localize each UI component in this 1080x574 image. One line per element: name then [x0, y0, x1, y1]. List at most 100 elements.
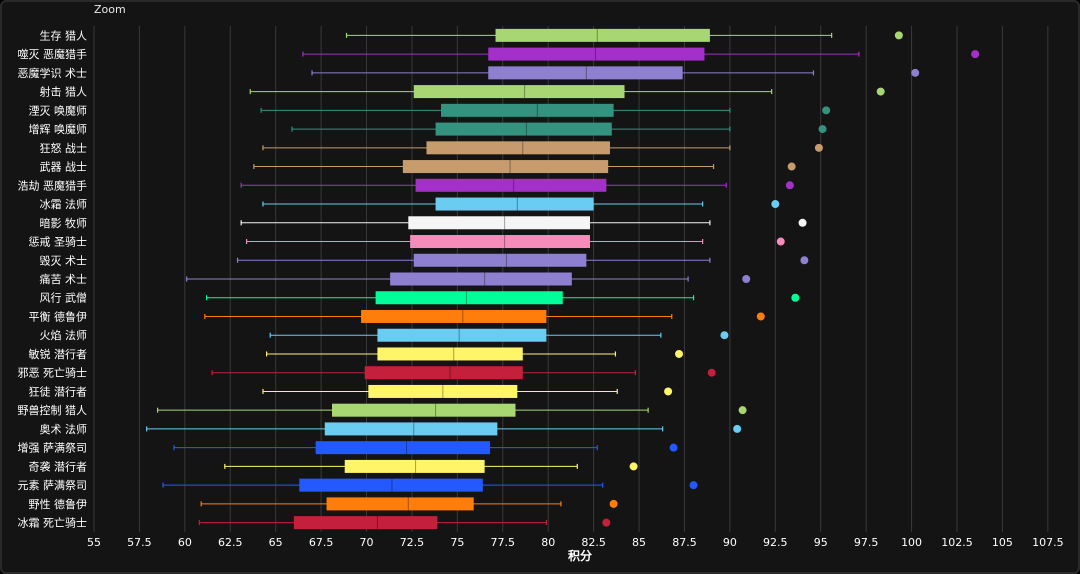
outlier-point — [822, 106, 831, 115]
y-tick-label: 奥术 法师 — [40, 422, 88, 436]
x-tick-label: 70 — [360, 536, 374, 549]
iqr-box — [426, 141, 610, 155]
x-tick-label: 67.5 — [309, 536, 334, 549]
y-tick-label: 风行 武僧 — [40, 292, 88, 305]
x-tick-label: 60 — [178, 536, 192, 549]
outlier-point — [664, 387, 673, 396]
y-tick-label: 暗影 牧师 — [40, 216, 88, 230]
y-tick-label: 增辉 唤魔师 — [29, 122, 88, 136]
outlier-point — [814, 143, 823, 152]
outlier-point — [798, 218, 807, 227]
iqr-box — [435, 122, 612, 136]
outlier-point — [669, 443, 678, 452]
iqr-box — [375, 291, 563, 305]
iqr-box — [435, 197, 594, 211]
x-tick-label: 55 — [87, 536, 101, 549]
outlier-point — [818, 125, 827, 134]
x-tick-label: 82.5 — [581, 536, 606, 549]
outlier-point — [785, 181, 794, 190]
iqr-box — [488, 47, 705, 61]
outlier-point — [689, 481, 698, 490]
iqr-box — [377, 328, 547, 342]
iqr-box — [408, 216, 590, 230]
iqr-box — [364, 366, 523, 380]
y-tick-label: 噬灭 恶魔猎手 — [18, 47, 88, 61]
outlier-point — [771, 200, 780, 209]
y-tick-label: 平衡 德鲁伊 — [29, 309, 88, 323]
iqr-box — [413, 85, 625, 99]
y-tick-label: 狂怒 战士 — [40, 141, 88, 155]
x-tick-label: 72.5 — [400, 536, 425, 549]
iqr-box — [299, 478, 483, 492]
iqr-box — [495, 28, 710, 42]
box-row: 冰霜 死亡骑士 — [18, 516, 611, 530]
outlier-point — [894, 31, 903, 40]
y-tick-label: 毁灭 术士 — [40, 253, 88, 267]
box-row: 射击 猎人 — [40, 85, 885, 99]
x-tick-label: 75 — [450, 536, 464, 549]
x-tick-label: 92.5 — [763, 536, 788, 549]
box-row: 野性 德鲁伊 — [29, 497, 618, 511]
iqr-box — [332, 403, 516, 417]
iqr-box — [415, 178, 607, 192]
x-tick-label: 105 — [992, 536, 1013, 549]
x-tick-label: 102.5 — [941, 536, 973, 549]
box-row: 火焰 法师 — [40, 328, 729, 342]
y-tick-label: 火焰 法师 — [40, 328, 88, 342]
y-tick-label: 生存 猎人 — [40, 28, 88, 42]
x-tick-label: 65 — [269, 536, 283, 549]
box-row: 狂怒 战士 — [40, 141, 823, 155]
y-tick-label: 恶魔学识 术士 — [18, 66, 88, 80]
box-row: 生存 猎人 — [40, 28, 903, 42]
iqr-box — [324, 422, 498, 436]
outlier-point — [629, 462, 638, 471]
outlier-point — [733, 424, 742, 433]
outlier-point — [707, 368, 716, 377]
box-row: 奥术 法师 — [40, 422, 742, 436]
box-row: 敏锐 潜行者 — [29, 347, 684, 361]
box-row: 惩戒 圣骑士 — [29, 235, 785, 249]
y-tick-label: 浩劫 恶魔猎手 — [18, 178, 88, 192]
box-row: 痛苦 术士 — [40, 272, 751, 286]
iqr-box — [368, 384, 518, 398]
x-axis-title: 积分 — [568, 548, 592, 563]
outlier-point — [675, 349, 684, 358]
iqr-box — [315, 441, 491, 455]
y-tick-label: 野兽控制 猎人 — [18, 403, 88, 417]
outlier-point — [602, 518, 611, 527]
outlier-point — [876, 87, 885, 96]
box-row: 恶魔学识 术士 — [18, 66, 920, 80]
box-row: 武器 战士 — [40, 160, 796, 174]
box-row: 湮灭 唤魔师 — [29, 103, 831, 117]
outlier-point — [791, 293, 800, 302]
iqr-box — [344, 459, 485, 473]
iqr-box — [488, 66, 683, 80]
box-row: 增辉 唤魔师 — [29, 122, 827, 136]
x-tick-label: 80 — [541, 536, 555, 549]
outlier-point — [800, 256, 809, 265]
iqr-box — [293, 516, 438, 530]
box-row: 邪恶 死亡骑士 — [18, 366, 716, 380]
outlier-point — [720, 331, 729, 340]
y-tick-label: 元素 萨满祭司 — [18, 479, 88, 492]
box-row: 野兽控制 猎人 — [18, 403, 747, 417]
box-row: 风行 武僧 — [40, 291, 800, 305]
y-tick-label: 湮灭 唤魔师 — [29, 103, 88, 117]
outlier-point — [742, 275, 751, 283]
x-tick-label: 57.5 — [127, 536, 152, 549]
x-tick-label: 95 — [814, 536, 828, 549]
outlier-point — [756, 312, 765, 321]
y-tick-label: 奇袭 潜行者 — [29, 459, 88, 473]
x-tick-label: 107.5 — [1032, 536, 1064, 549]
y-tick-label: 射击 猎人 — [40, 85, 88, 99]
box-row: 浩劫 恶魔猎手 — [18, 178, 794, 192]
outlier-point — [776, 237, 785, 246]
box-row: 平衡 德鲁伊 — [29, 309, 765, 323]
outlier-point — [738, 406, 747, 415]
zoom-button[interactable]: Zoom — [94, 3, 126, 16]
y-tick-label: 痛苦 术士 — [40, 272, 88, 286]
y-tick-label: 敏锐 潜行者 — [29, 347, 88, 361]
y-tick-label: 野性 德鲁伊 — [29, 497, 88, 511]
box-row: 噬灭 恶魔猎手 — [18, 47, 980, 61]
